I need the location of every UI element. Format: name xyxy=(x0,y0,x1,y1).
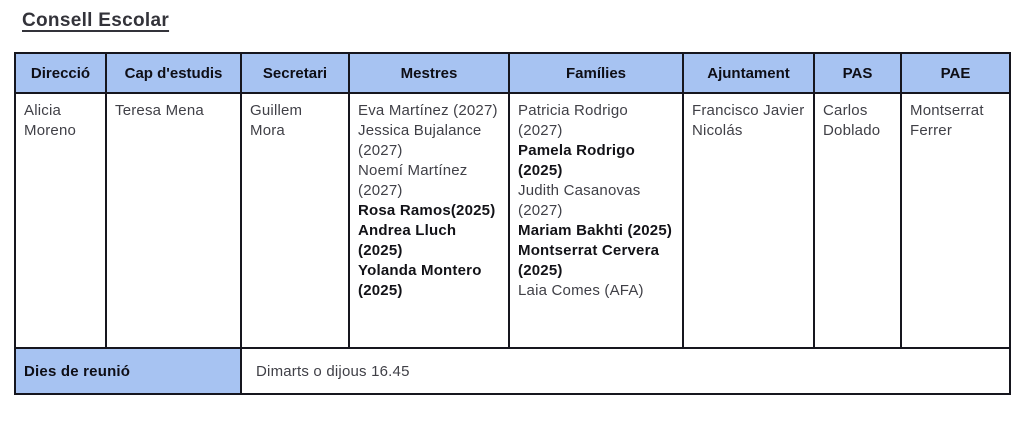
member-entry: Jessica Bujalance (2027) xyxy=(358,122,482,159)
column-header-cap-destudis: Cap d'estudis xyxy=(105,52,242,94)
member-entry: Judith Casanovas (2027) xyxy=(518,182,641,219)
member-entry: Patricia Rodrigo (2027) xyxy=(518,102,628,139)
column-header-pae: PAE xyxy=(900,52,1011,94)
cell-pae: Montserrat Ferrer xyxy=(900,92,1011,349)
column-header-ajuntament: Ajuntament xyxy=(682,52,815,94)
column-header-families: Famílies xyxy=(508,52,684,94)
member-entry: Laia Comes (AFA) xyxy=(518,282,644,299)
meeting-days-row: Dies de reunió Dimarts o dijous 16.45 xyxy=(14,347,1011,395)
cell-families: Patricia Rodrigo (2027) Pamela Rodrigo (2… xyxy=(508,92,684,349)
member-entry: Yolanda Montero (2025) xyxy=(358,262,482,299)
member-entry: Alicia Moreno xyxy=(24,102,77,139)
member-entry: Eva Martínez (2027) xyxy=(358,102,498,119)
member-entry: Francisco Javier Nicolás xyxy=(692,102,805,139)
column-header-direccio: Direcció xyxy=(14,52,107,94)
member-entry: Noemí Martínez (2027) xyxy=(358,162,468,199)
meeting-days-value: Dimarts o dijous 16.45 xyxy=(240,347,1011,395)
column-header-pas: PAS xyxy=(813,52,902,94)
cell-direccio: Alicia Moreno xyxy=(14,92,107,349)
column-header-mestres: Mestres xyxy=(348,52,510,94)
member-entry: Montserrat Ferrer xyxy=(910,102,984,139)
member-entry: Andrea Lluch (2025) xyxy=(358,222,457,259)
consell-escolar-table: Direcció Cap d'estudis Secretari Mestres… xyxy=(14,52,1011,395)
cell-ajuntament: Francisco Javier Nicolás xyxy=(682,92,815,349)
header-row: Direcció Cap d'estudis Secretari Mestres… xyxy=(14,52,1011,94)
member-entry: Guillem Mora xyxy=(250,102,303,139)
page: Consell Escolar Direcció Cap d'estudis S… xyxy=(0,10,1024,395)
member-entry: Teresa Mena xyxy=(115,102,204,119)
cell-secretari: Guillem Mora xyxy=(240,92,350,349)
member-entry: Rosa Ramos(2025) xyxy=(358,202,496,219)
member-entry: Carlos Doblado xyxy=(823,102,881,139)
meeting-days-label: Dies de reunió xyxy=(14,347,242,395)
cell-mestres: Eva Martínez (2027) Jessica Bujalance (20… xyxy=(348,92,510,349)
column-header-secretari: Secretari xyxy=(240,52,350,94)
cell-pas: Carlos Doblado xyxy=(813,92,902,349)
member-entry: Mariam Bakhti (2025) xyxy=(518,222,673,239)
member-entry: Pamela Rodrigo (2025) xyxy=(518,142,635,179)
page-title: Consell Escolar xyxy=(22,10,170,31)
member-entry: Montserrat Cervera (2025) xyxy=(518,242,660,279)
cell-cap-destudis: Teresa Mena xyxy=(105,92,242,349)
members-row: Alicia Moreno Teresa Mena Guillem Mora E… xyxy=(14,92,1011,349)
